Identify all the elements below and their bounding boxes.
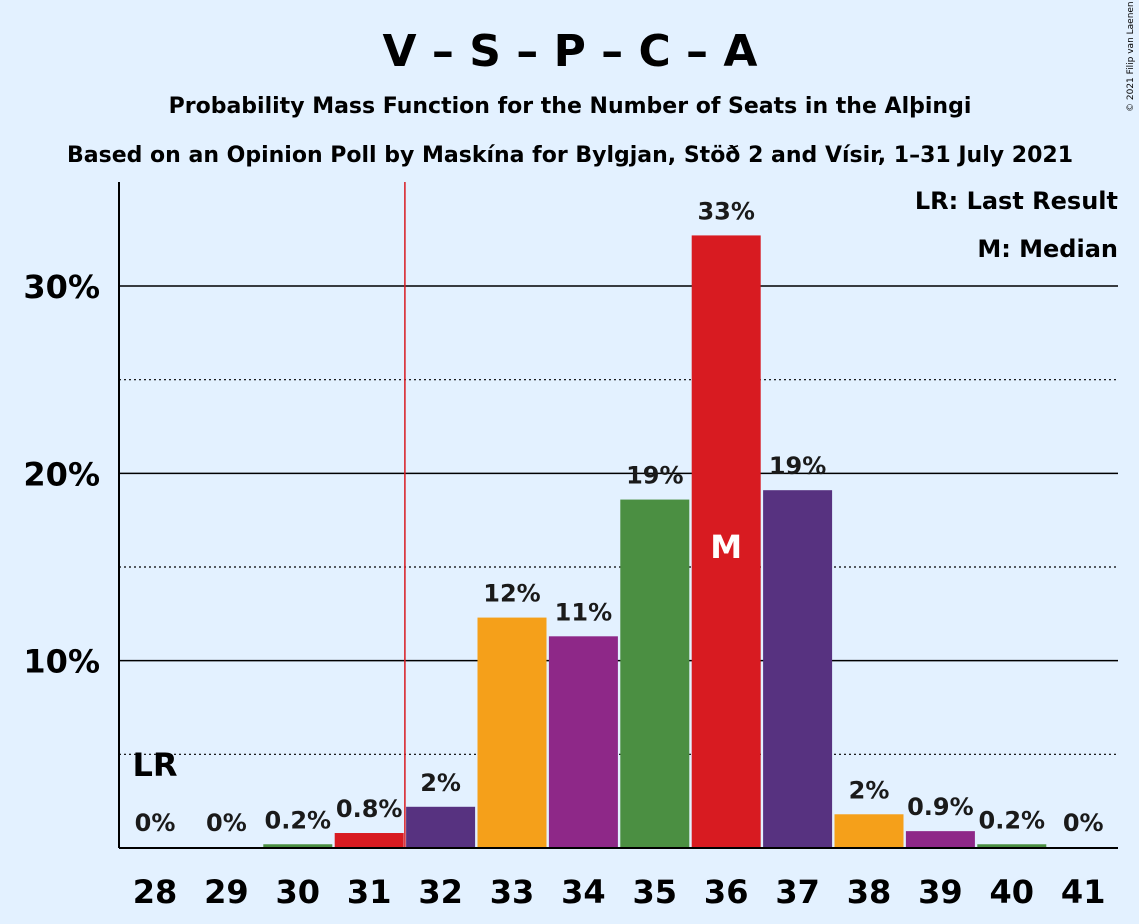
- bar-value-label: 33%: [697, 197, 754, 225]
- x-tick-label: 41: [1061, 873, 1106, 911]
- x-tick-label: 30: [276, 873, 321, 911]
- grid-lines: [119, 182, 1118, 848]
- bar-seat-39: [905, 831, 975, 848]
- bar-value-label: 0.9%: [907, 793, 974, 821]
- x-tick-label: 28: [133, 873, 178, 911]
- bar-seat-40: [977, 844, 1047, 848]
- bar-value-label: 19%: [769, 452, 826, 480]
- bar-seat-31: [334, 833, 404, 848]
- bar-value-label: 19%: [626, 462, 683, 490]
- bar-value-label: 2%: [420, 769, 461, 797]
- chart-title: V – S – P – C – A: [383, 26, 758, 77]
- bar-seat-34: [548, 636, 618, 848]
- bar-seat-32: [406, 806, 476, 848]
- x-tick-label: 36: [704, 873, 749, 911]
- bar-seat-35: [620, 499, 690, 848]
- y-tick-label: 30%: [23, 268, 100, 306]
- legend-last-result: LR: Last Result: [915, 187, 1118, 215]
- y-tick-label: 10%: [23, 643, 100, 681]
- x-tick-label: 29: [204, 873, 249, 911]
- bar-value-label: 0.2%: [979, 806, 1046, 834]
- bar-value-label: 0.8%: [336, 795, 403, 823]
- x-tick-label: 32: [418, 873, 463, 911]
- legend-median: M: Median: [977, 235, 1118, 263]
- x-tick-label: 33: [490, 873, 535, 911]
- chart-subtitle-1: Probability Mass Function for the Number…: [169, 94, 972, 119]
- bar-value-label: 2%: [849, 776, 890, 804]
- bar-labels: 0% 0% 0.2% 0.8%2%12%11%19%33%19%2%0.9% 0.2% 0…: [132, 195, 1104, 837]
- y-tick-label: 20%: [23, 455, 100, 493]
- axes: 10% 20% 30% 28 29 30 31 32 33 34 35 36 37 38 39 40 41: [23, 182, 1118, 911]
- x-tick-label: 34: [561, 873, 606, 911]
- median-marker: M: [710, 528, 742, 566]
- bar-seat-30: [263, 844, 333, 848]
- bar-value-label: 0%: [135, 809, 176, 837]
- x-tick-label: 35: [633, 873, 678, 911]
- bar-value-label: 0.2%: [265, 806, 332, 834]
- bar-value-label: 0%: [1063, 809, 1104, 837]
- x-tick-label: 38: [847, 873, 892, 911]
- bar-value-label: 0%: [206, 809, 247, 837]
- bar-seat-36: [691, 235, 761, 849]
- x-tick-label: 40: [990, 873, 1035, 911]
- label-background: [694, 195, 758, 228]
- bar-seat-38: [834, 814, 904, 848]
- bar-value-label: 11%: [555, 598, 612, 626]
- x-tick-label: 39: [918, 873, 963, 911]
- chart-subtitle-2: Based on an Opinion Poll by Maskína for …: [67, 143, 1073, 168]
- x-tick-label: 31: [347, 873, 392, 911]
- last-result-label: LR: [132, 746, 177, 784]
- bar-value-label: 12%: [483, 580, 540, 608]
- bar-seat-33: [477, 617, 547, 848]
- copyright-text: © 2021 Filip van Laenen: [1126, 1, 1136, 112]
- bars: [263, 235, 1047, 849]
- x-tick-label: 37: [775, 873, 820, 911]
- bar-seat-37: [763, 490, 833, 848]
